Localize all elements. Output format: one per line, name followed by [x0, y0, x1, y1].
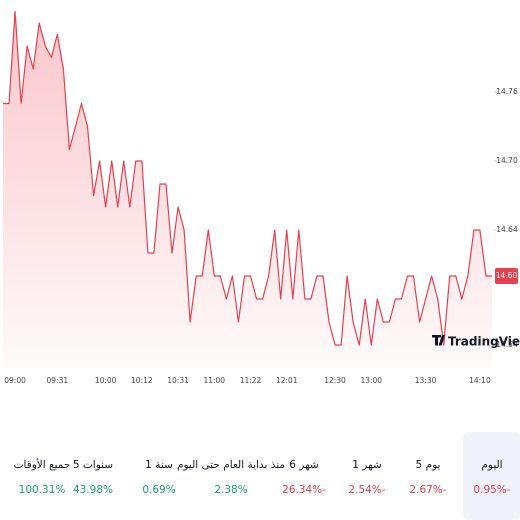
period-selected-bg	[463, 432, 520, 520]
x-tick-label: 10:00	[95, 376, 117, 385]
price-tag-label: 14.60	[496, 271, 518, 280]
period-label[interactable]: 6 شهر	[289, 459, 318, 471]
period-change: 0.95%-	[473, 484, 510, 496]
y-tick-label: 14.54	[496, 340, 518, 349]
price-tag	[495, 268, 518, 284]
period-change: 100.31%	[19, 484, 66, 496]
period-change: 0.69%	[142, 484, 175, 496]
x-tick-label: 11:22	[240, 376, 262, 385]
period-label[interactable]: 5 سنوات	[73, 459, 113, 471]
period-label[interactable]: اليوم	[481, 459, 502, 471]
watermark: TradingView	[448, 335, 520, 349]
period-label[interactable]: 1 سنة	[145, 459, 173, 471]
period-change: 26.34%-	[282, 484, 326, 496]
area	[3, 11, 492, 368]
x-tick-label: 09:00	[4, 376, 26, 385]
x-tick-label: 09:31	[47, 376, 69, 385]
period-label[interactable]: منذ بداية العام حتى اليوم	[177, 459, 285, 471]
period-label[interactable]: جميع الأوقات	[14, 458, 71, 471]
x-tick-label: 12:01	[276, 376, 298, 385]
period-label[interactable]: 5 يوم	[416, 459, 441, 471]
y-tick-label: 14.70	[496, 156, 518, 165]
y-tick-label: 14.76	[496, 87, 518, 96]
x-tick-label: 12:30	[324, 376, 346, 385]
x-tick-label: 13:30	[415, 376, 437, 385]
x-tick-label: 14:10	[469, 376, 491, 385]
period-change: 2.67%-	[409, 484, 446, 496]
y-tick-label: 14.64	[496, 225, 518, 234]
x-tick-label: 11:00	[203, 376, 225, 385]
x-tick-label: 10:31	[167, 376, 189, 385]
watermark-logo	[432, 335, 445, 346]
x-tick-label: 13:00	[360, 376, 382, 385]
period-label[interactable]: 1 شهر	[352, 459, 381, 471]
period-change: 2.38%	[214, 484, 247, 496]
period-change: 43.98%	[73, 484, 113, 496]
period-change: 2.54%-	[348, 484, 385, 496]
x-tick-label: 10:12	[131, 376, 153, 385]
price-line	[3, 10, 492, 346]
